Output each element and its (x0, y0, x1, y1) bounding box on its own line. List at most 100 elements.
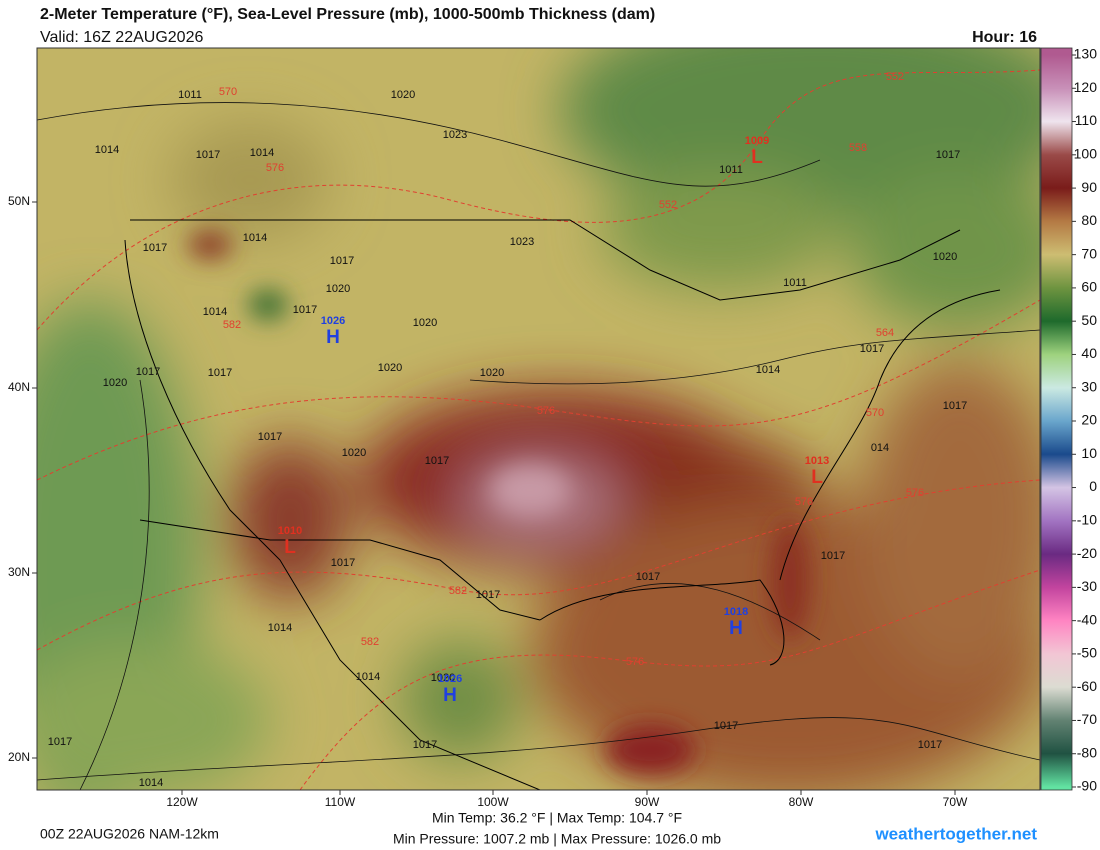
center-letter: L (751, 147, 763, 168)
isobar-label: 1020 (431, 672, 455, 684)
colorbar-tick-label: 120 (1074, 79, 1098, 95)
borders (124, 219, 1001, 790)
thickness-label: 552 (659, 199, 677, 211)
center-letter: L (811, 467, 823, 488)
lon-label: 110W (325, 795, 356, 809)
isobar-label: 1017 (936, 149, 960, 161)
lat-label: 20N (8, 750, 30, 764)
thickness-label: 564 (876, 327, 894, 339)
center-value: 1010 (278, 525, 302, 537)
thickness-label: 582 (449, 585, 467, 597)
isobars (37, 102, 1040, 790)
isobar-label: 1017 (136, 366, 160, 378)
isobar-label: 1023 (443, 129, 467, 141)
temperature-detail (188, 231, 810, 775)
colorbar-tick-label: 20 (1081, 412, 1097, 428)
thickness-label: 552 (886, 71, 904, 83)
isobar-label: 1017 (293, 304, 317, 316)
isobar-label: 1014 (95, 144, 119, 156)
valid-time: Valid: 16Z 22AUG2026 (40, 29, 203, 46)
site-credit: weathertogether.net (874, 824, 1037, 843)
map-area (37, 48, 1040, 790)
colorbar-tick-label: 10 (1081, 445, 1097, 461)
center-letter: H (443, 685, 457, 706)
isobar-label: 1020 (103, 377, 127, 389)
colorbar-tick-label: 60 (1081, 279, 1097, 295)
isobar-label: 1011 (783, 277, 807, 289)
colorbar-tick-label: 130 (1074, 46, 1098, 62)
isobar-label: 1011 (719, 164, 743, 176)
lon-label: 90W (635, 795, 660, 809)
map-frame (36, 47, 1041, 791)
colorbar-tick-label: -10 (1077, 512, 1097, 528)
lon-label: 120W (166, 795, 198, 809)
thickness-label: 576 (906, 487, 924, 499)
lon-label: 80W (789, 795, 814, 809)
isobar-label: 1017 (425, 455, 449, 467)
colorbar-tick-label: -20 (1077, 545, 1097, 561)
isobar-label: 1020 (378, 362, 402, 374)
isobar-label: 1014 (243, 232, 267, 244)
colorbar-tick-label: 110 (1075, 112, 1098, 128)
isobar-label: 1017 (143, 242, 167, 254)
colorbar: 1301201101009080706050403020100-10-20-30… (1040, 46, 1098, 794)
isobar-label: 1017 (196, 149, 220, 161)
center-value: 1026 (321, 315, 345, 327)
isobar-label: 1014 (356, 671, 380, 683)
lon-label: 70W (943, 795, 968, 809)
center-value: 1018 (724, 606, 748, 618)
center-letter: H (326, 327, 340, 348)
thickness-label: 582 (223, 319, 241, 331)
center-value: 1026 (438, 673, 462, 685)
isobar-label: 014 (871, 442, 889, 454)
center-letter: L (284, 537, 296, 558)
colorbar-tick-label: -80 (1077, 744, 1097, 760)
thickness-label: 576 (537, 405, 555, 417)
temperature-range: Min Temp: 36.2 °F | Max Temp: 104.7 °F (432, 810, 682, 826)
colorbar-tick-label: 80 (1081, 212, 1097, 228)
thickness-label: 582 (361, 636, 379, 648)
isobar-label: 1014 (250, 147, 274, 159)
isobar-label: 1020 (933, 251, 957, 263)
thickness-contours (37, 69, 1040, 790)
isobar-label: 1017 (413, 739, 437, 751)
map-title: 2-Meter Temperature (°F), Sea-Level Pres… (40, 6, 655, 23)
colorbar-tick-label: -30 (1077, 578, 1097, 594)
thickness-label: 558 (849, 142, 867, 154)
colorbar-tick-label: -90 (1077, 778, 1097, 794)
lat-label: 50N (8, 194, 30, 208)
isobar-label: 1020 (342, 447, 366, 459)
colorbar-tick-label: -60 (1077, 678, 1097, 694)
temperature-field (37, 48, 1040, 790)
lat-label: 30N (8, 565, 30, 579)
lon-label: 100W (477, 795, 509, 809)
isobar-label: 1017 (860, 343, 884, 355)
center-letter: H (729, 618, 743, 639)
colorbar-tick-label: 90 (1081, 179, 1097, 195)
thickness-label: 576 (795, 496, 813, 508)
thickness-label: 576 (626, 656, 644, 668)
isobar-label: 1020 (413, 317, 437, 329)
center-value: 1009 (745, 135, 769, 147)
isobar-label: 1023 (510, 236, 534, 248)
thickness-label: 576 (266, 162, 284, 174)
isobar-label: 1017 (48, 736, 72, 748)
isobar-label: 1014 (268, 622, 292, 634)
colorbar-tick-label: -70 (1077, 711, 1097, 727)
isobar-label: 1014 (756, 364, 780, 376)
isobar-label: 1011 (178, 89, 202, 101)
isobar-label: 1017 (208, 367, 232, 379)
thickness-label: 570 (866, 407, 884, 419)
colorbar-tick-label: 50 (1081, 312, 1097, 328)
thickness-label: 570 (219, 86, 237, 98)
isobar-label: 1017 (918, 739, 942, 751)
colorbar-tick-label: 100 (1074, 146, 1098, 162)
colorbar-tick-label: 70 (1081, 245, 1097, 261)
isobar-label: 1014 (139, 777, 163, 789)
colorbar-tick-label: -40 (1077, 611, 1097, 627)
isobar-label: 1020 (391, 89, 415, 101)
center-value: 1013 (805, 455, 829, 467)
isobar-label: 1017 (714, 720, 738, 732)
colorbar-tick-label: 40 (1081, 345, 1097, 361)
